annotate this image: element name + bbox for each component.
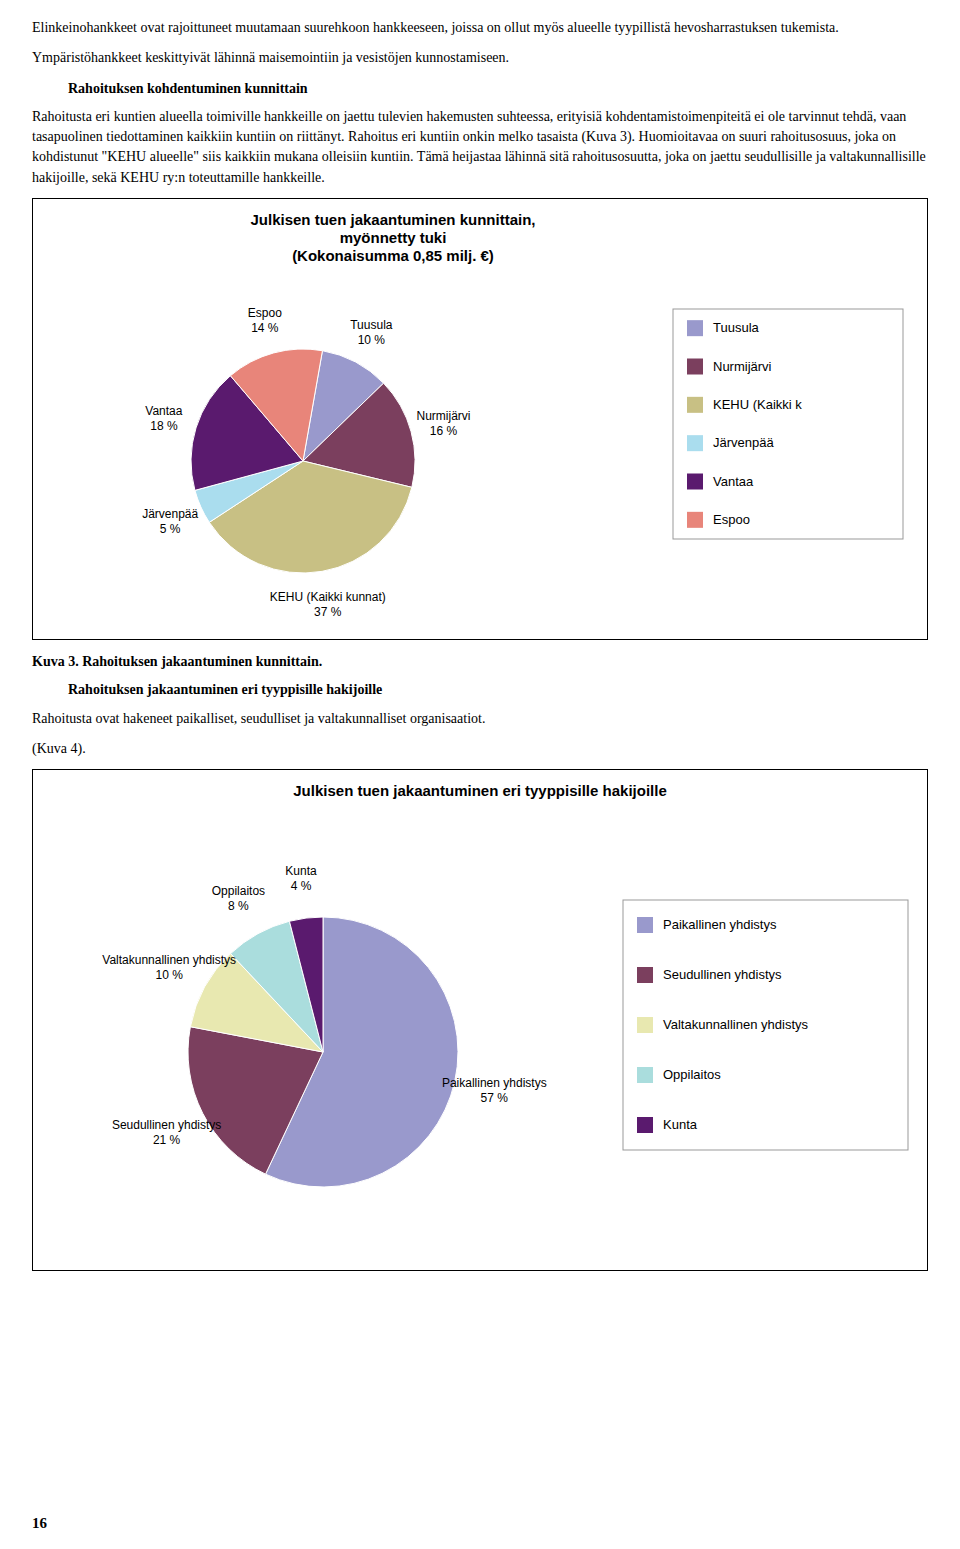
slice-value: 37 % bbox=[314, 606, 342, 620]
legend-label: Järvenpää bbox=[713, 435, 774, 450]
pie-slice bbox=[188, 1027, 323, 1174]
paragraph: Rahoitusta eri kuntien alueella toimivil… bbox=[32, 107, 928, 188]
slice-labels: Tuusula10 % Nurmijärvi16 % KEHU (Kaikki ku… bbox=[142, 307, 470, 620]
slice-category: Tuusula bbox=[350, 319, 393, 333]
legend-frame bbox=[673, 309, 903, 539]
slice-category: Seudullinen yhdistys bbox=[112, 1118, 221, 1132]
chart-title: Julkisen tuen jakaantuminen kunnittain,m… bbox=[250, 211, 535, 264]
slices bbox=[191, 349, 415, 573]
legend-label: Oppilaitos bbox=[663, 1067, 721, 1082]
slice-value: 10 % bbox=[156, 969, 184, 983]
paragraph: Ympäristöhankkeet keskittyivät lähinnä m… bbox=[32, 48, 928, 68]
legend: Tuusula Nurmijärvi KEHU (Kaikki k Järvenpää… bbox=[673, 309, 903, 539]
slice-category: Järvenpää bbox=[142, 507, 198, 521]
slice-labels: Paikallinen yhdistys57 % Seudullinen yhdi… bbox=[102, 864, 546, 1147]
legend-swatch bbox=[637, 1117, 653, 1133]
paragraph: (Kuva 4). bbox=[32, 739, 928, 759]
chart-title: Julkisen tuen jakaantuminen eri tyyppisi… bbox=[293, 782, 666, 799]
pie-chart: Julkisen tuen jakaantuminen kunnittain,m… bbox=[33, 199, 927, 639]
slice-value: 14 % bbox=[251, 322, 279, 336]
legend-swatch bbox=[637, 967, 653, 983]
slice-value: 5 % bbox=[160, 522, 181, 536]
slice-category: KEHU (Kaikki kunnat) bbox=[270, 591, 386, 605]
slice-category: Kunta bbox=[285, 864, 317, 878]
legend-swatch bbox=[687, 320, 703, 336]
legend-swatch bbox=[687, 512, 703, 528]
legend-swatch bbox=[687, 435, 703, 451]
pie-slice bbox=[289, 917, 323, 1052]
heading: Rahoituksen kohdentuminen kunnittain bbox=[32, 79, 928, 99]
legend-label: Kunta bbox=[663, 1117, 698, 1132]
slice-value: 4 % bbox=[291, 879, 312, 893]
slice-category: Vantaa bbox=[145, 404, 182, 418]
slice-value: 18 % bbox=[150, 419, 178, 433]
legend-swatch bbox=[687, 359, 703, 375]
legend-swatch bbox=[637, 1017, 653, 1033]
chart-box: Julkisen tuen jakaantuminen kunnittain,m… bbox=[32, 198, 928, 640]
legend-label: KEHU (Kaikki k bbox=[713, 397, 802, 412]
pie-slice bbox=[230, 349, 322, 461]
legend-label: Vantaa bbox=[713, 474, 754, 489]
legend-swatch bbox=[637, 917, 653, 933]
legend-label: Seudullinen yhdistys bbox=[663, 967, 782, 982]
slice-category: Espoo bbox=[248, 307, 282, 321]
caption: Kuva 3. Rahoituksen jakaantuminen kunnit… bbox=[32, 652, 928, 672]
slice-value: 57 % bbox=[481, 1092, 509, 1106]
legend-label: Tuusula bbox=[713, 320, 760, 335]
heading: Rahoituksen jakaantuminen eri tyyppisill… bbox=[32, 680, 928, 700]
chart-box: Julkisen tuen jakaantuminen eri tyyppisi… bbox=[32, 769, 928, 1271]
legend-frame bbox=[623, 900, 908, 1150]
legend-swatch bbox=[637, 1067, 653, 1083]
pie-chart: Julkisen tuen jakaantuminen eri tyyppisi… bbox=[33, 770, 927, 1270]
slice-value: 10 % bbox=[358, 334, 386, 348]
legend: Paikallinen yhdistys Seudullinen yhdistys… bbox=[623, 900, 908, 1150]
slice-value: 21 % bbox=[153, 1133, 181, 1147]
slice-value: 16 % bbox=[430, 424, 458, 438]
page-number: 16 bbox=[32, 1515, 47, 1532]
slice-category: Oppilaitos bbox=[212, 884, 265, 898]
slice-category: Valtakunnallinen yhdistys bbox=[102, 954, 236, 968]
legend-label: Espoo bbox=[713, 512, 750, 527]
slice-value: 8 % bbox=[228, 899, 249, 913]
legend-swatch bbox=[687, 474, 703, 490]
slice-category: Nurmijärvi bbox=[417, 409, 471, 423]
page: Elinkeinohankkeet ovat rajoittuneet muut… bbox=[0, 0, 960, 1271]
legend-label: Valtakunnallinen yhdistys bbox=[663, 1017, 809, 1032]
legend-label: Nurmijärvi bbox=[713, 359, 772, 374]
paragraph: Rahoitusta ovat hakeneet paikalliset, se… bbox=[32, 709, 928, 729]
legend-label: Paikallinen yhdistys bbox=[663, 917, 777, 932]
slice-category: Paikallinen yhdistys bbox=[442, 1077, 547, 1091]
legend-swatch bbox=[687, 397, 703, 413]
paragraph: Elinkeinohankkeet ovat rajoittuneet muut… bbox=[32, 18, 928, 38]
